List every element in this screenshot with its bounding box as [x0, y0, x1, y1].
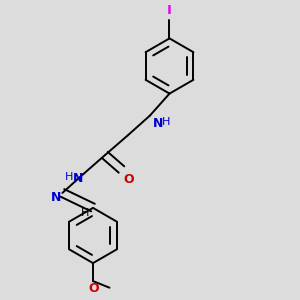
Text: H: H	[80, 208, 89, 218]
Text: H: H	[162, 117, 170, 127]
Text: N: N	[72, 172, 83, 184]
Text: O: O	[123, 173, 134, 186]
Text: O: O	[88, 282, 99, 295]
Text: N: N	[152, 117, 163, 130]
Text: H: H	[64, 172, 73, 182]
Text: N: N	[51, 191, 61, 204]
Text: I: I	[167, 4, 172, 17]
